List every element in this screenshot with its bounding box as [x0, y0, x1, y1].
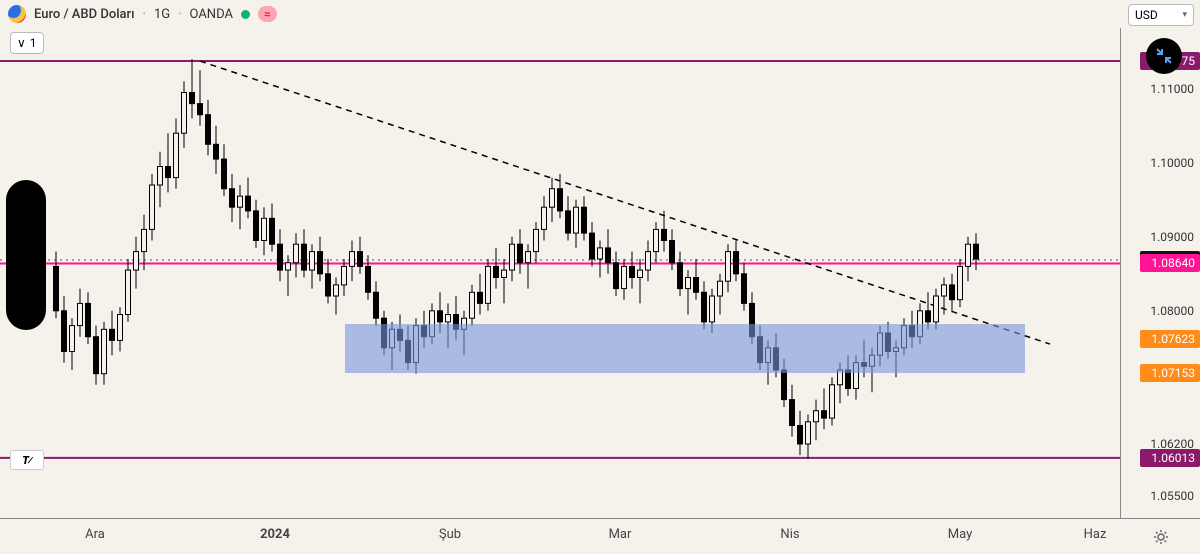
currency-select[interactable]: USD ▾ — [1128, 4, 1194, 26]
chevron-down-icon: ▾ — [1182, 10, 1187, 20]
separator: · — [143, 7, 146, 22]
time-tick[interactable]: Haz — [1084, 527, 1107, 542]
price-tag[interactable]: 1.07153 — [1140, 364, 1200, 382]
price-tag[interactable]: 1.08640 — [1140, 254, 1200, 272]
time-tick[interactable]: Nis — [780, 527, 799, 542]
time-tick[interactable]: May — [948, 527, 972, 542]
separator: · — [178, 7, 181, 22]
time-tick[interactable]: Ara — [85, 527, 105, 542]
support-zone[interactable] — [345, 324, 1025, 373]
price-tick: 1.10000 — [1150, 156, 1194, 170]
timeframe-value: 1 — [30, 36, 37, 50]
gear-icon — [1152, 528, 1170, 546]
provider-label[interactable]: OANDA — [190, 7, 233, 22]
collapse-button[interactable] — [1146, 38, 1182, 74]
timeframe-button[interactable]: ∨ 1 — [10, 32, 44, 54]
price-scale[interactable]: 1.120001.110001.100001.090001.080001.062… — [1120, 0, 1200, 518]
change-pill: ≈ — [258, 6, 277, 22]
market-status-icon — [241, 10, 250, 19]
price-tag[interactable]: 1.06013 — [1140, 449, 1200, 467]
price-tag[interactable]: 1.07623 — [1140, 330, 1200, 348]
chevron-down-icon: ∨ — [17, 36, 26, 50]
chart-root: Euro / ABD Doları · 1G · OANDA ≈ ∨ 1 USD… — [0, 0, 1200, 554]
time-scale[interactable]: Ara 2024 Şub Mar Nis May Haz — [0, 518, 1200, 554]
redaction-overlay — [6, 180, 46, 330]
time-tick[interactable]: 2024 — [260, 527, 290, 542]
currency-label: USD — [1135, 8, 1158, 22]
tradingview-logo[interactable]: T⁄ — [10, 450, 44, 470]
price-tick: 1.08000 — [1150, 304, 1194, 318]
collapse-icon — [1154, 46, 1174, 66]
symbol-header: Euro / ABD Doları · 1G · OANDA ≈ — [0, 0, 1200, 28]
symbol-title[interactable]: Euro / ABD Doları — [34, 7, 135, 22]
symbol-icon — [8, 5, 26, 23]
interval-label[interactable]: 1G — [154, 7, 170, 22]
price-tick: 1.09000 — [1150, 230, 1194, 244]
chart-pane[interactable]: T⁄ — [0, 0, 1120, 518]
time-tick[interactable]: Mar — [609, 527, 632, 542]
chart-svg — [0, 0, 1120, 518]
time-tick[interactable]: Şub — [439, 527, 461, 542]
scale-settings-button[interactable] — [1152, 528, 1170, 546]
price-tick: 1.11000 — [1150, 82, 1194, 96]
price-tick: 1.05500 — [1150, 489, 1194, 503]
